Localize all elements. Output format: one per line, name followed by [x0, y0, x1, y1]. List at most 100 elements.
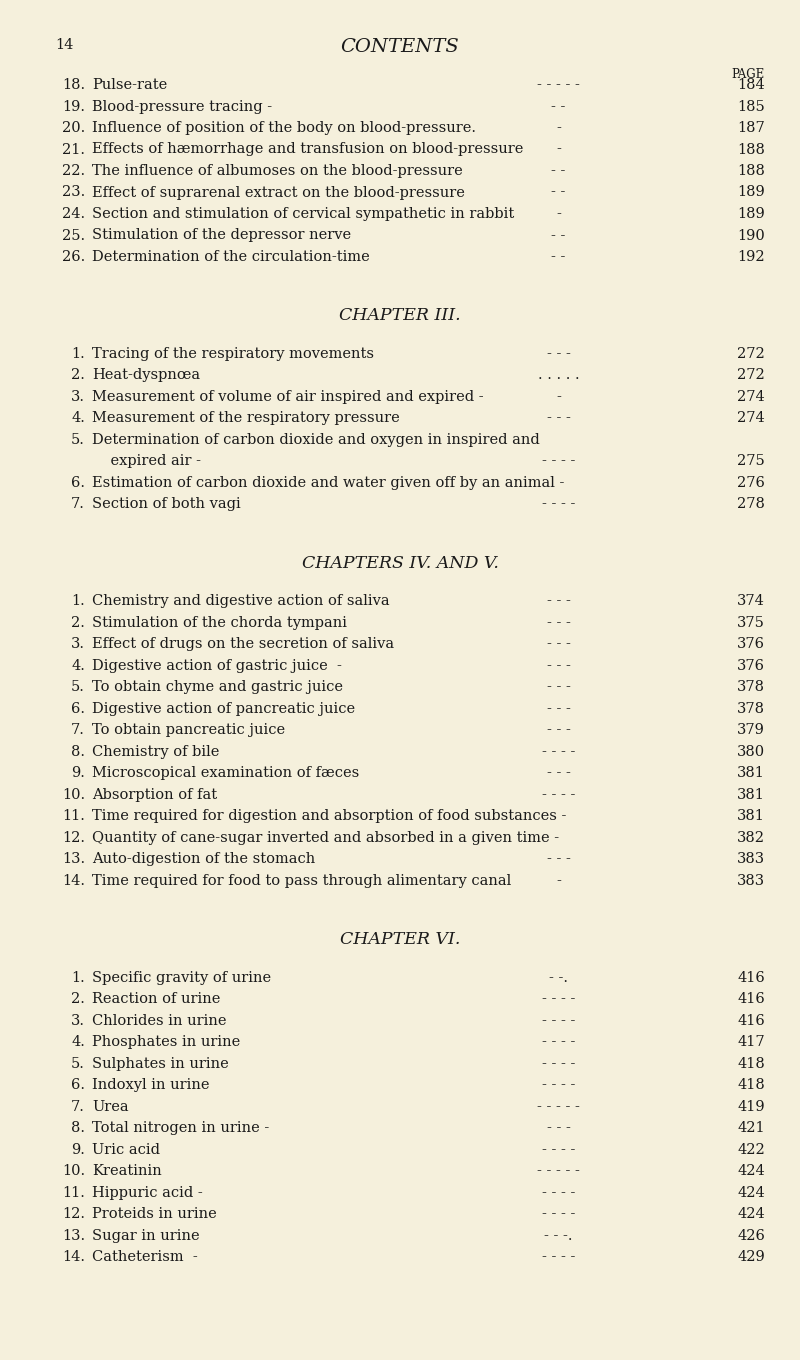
Text: 6.: 6. — [71, 702, 85, 715]
Text: Uric acid: Uric acid — [92, 1142, 160, 1157]
Text: Section of both vagi: Section of both vagi — [92, 498, 241, 511]
Text: Urea: Urea — [92, 1100, 129, 1114]
Text: - - -: - - - — [546, 1122, 570, 1136]
Text: -: - — [556, 121, 561, 135]
Text: - -: - - — [551, 250, 566, 264]
Text: - - - -: - - - - — [542, 1035, 575, 1050]
Text: Sugar in urine: Sugar in urine — [92, 1229, 200, 1243]
Text: 374: 374 — [737, 594, 765, 608]
Text: Digestive action of gastric juice  -: Digestive action of gastric juice - — [92, 660, 342, 673]
Text: - - - -: - - - - — [542, 1142, 575, 1157]
Text: - - - - -: - - - - - — [537, 1100, 580, 1114]
Text: Absorption of fat: Absorption of fat — [92, 787, 217, 802]
Text: 382: 382 — [737, 831, 765, 845]
Text: 375: 375 — [737, 616, 765, 630]
Text: - - - -: - - - - — [542, 1057, 575, 1070]
Text: 383: 383 — [737, 853, 765, 866]
Text: 8.: 8. — [71, 745, 85, 759]
Text: - -: - - — [551, 228, 566, 242]
Text: - - -: - - - — [546, 724, 570, 737]
Text: 190: 190 — [738, 228, 765, 242]
Text: 9.: 9. — [71, 1142, 85, 1157]
Text: -: - — [556, 390, 561, 404]
Text: 5.: 5. — [71, 680, 85, 695]
Text: Indoxyl in urine: Indoxyl in urine — [92, 1078, 210, 1092]
Text: 5.: 5. — [71, 432, 85, 447]
Text: 381: 381 — [737, 787, 765, 802]
Text: Effect of drugs on the secretion of saliva: Effect of drugs on the secretion of sali… — [92, 638, 394, 651]
Text: 188: 188 — [737, 143, 765, 156]
Text: 418: 418 — [738, 1057, 765, 1070]
Text: 185: 185 — [738, 99, 765, 113]
Text: 12.: 12. — [62, 831, 85, 845]
Text: Auto-digestion of the stomach: Auto-digestion of the stomach — [92, 853, 315, 866]
Text: 2.: 2. — [71, 616, 85, 630]
Text: 26.: 26. — [62, 250, 85, 264]
Text: 379: 379 — [737, 724, 765, 737]
Text: - - - -: - - - - — [542, 1208, 575, 1221]
Text: - - -: - - - — [546, 853, 570, 866]
Text: Time required for food to pass through alimentary canal: Time required for food to pass through a… — [92, 874, 511, 888]
Text: 419: 419 — [738, 1100, 765, 1114]
Text: - - -: - - - — [546, 594, 570, 608]
Text: 3.: 3. — [71, 390, 85, 404]
Text: - - -: - - - — [546, 412, 570, 426]
Text: - - - -: - - - - — [542, 745, 575, 759]
Text: - - -: - - - — [546, 616, 570, 630]
Text: 187: 187 — [738, 121, 765, 135]
Text: Digestive action of pancreatic juice: Digestive action of pancreatic juice — [92, 702, 355, 715]
Text: 381: 381 — [737, 809, 765, 824]
Text: Time required for digestion and absorption of food substances -: Time required for digestion and absorpti… — [92, 809, 566, 824]
Text: 376: 376 — [737, 638, 765, 651]
Text: 11.: 11. — [62, 1186, 85, 1200]
Text: expired air -: expired air - — [92, 454, 201, 468]
Text: - - -: - - - — [546, 660, 570, 673]
Text: CHAPTERS IV. AND V.: CHAPTERS IV. AND V. — [302, 555, 498, 573]
Text: - - -: - - - — [546, 680, 570, 695]
Text: 21.: 21. — [62, 143, 85, 156]
Text: 376: 376 — [737, 660, 765, 673]
Text: 416: 416 — [738, 971, 765, 985]
Text: To obtain chyme and gastric juice: To obtain chyme and gastric juice — [92, 680, 343, 695]
Text: Determination of carbon dioxide and oxygen in inspired and: Determination of carbon dioxide and oxyg… — [92, 432, 540, 447]
Text: Chemistry and digestive action of saliva: Chemistry and digestive action of saliva — [92, 594, 390, 608]
Text: - -: - - — [551, 165, 566, 178]
Text: 418: 418 — [738, 1078, 765, 1092]
Text: 380: 380 — [737, 745, 765, 759]
Text: - - -.: - - -. — [544, 1229, 573, 1243]
Text: - -: - - — [551, 185, 566, 200]
Text: 23.: 23. — [62, 185, 85, 200]
Text: Pulse-rate: Pulse-rate — [92, 78, 167, 92]
Text: 381: 381 — [737, 767, 765, 781]
Text: 1.: 1. — [71, 594, 85, 608]
Text: Heat-dyspnœa: Heat-dyspnœa — [92, 369, 200, 382]
Text: 278: 278 — [737, 498, 765, 511]
Text: - - -: - - - — [546, 767, 570, 781]
Text: - - - -: - - - - — [542, 454, 575, 468]
Text: Effects of hæmorrhage and transfusion on blood-pressure: Effects of hæmorrhage and transfusion on… — [92, 143, 523, 156]
Text: Specific gravity of urine: Specific gravity of urine — [92, 971, 271, 985]
Text: 416: 416 — [738, 1015, 765, 1028]
Text: 14: 14 — [55, 38, 74, 52]
Text: 4.: 4. — [71, 412, 85, 426]
Text: 13.: 13. — [62, 853, 85, 866]
Text: CHAPTER VI.: CHAPTER VI. — [340, 932, 460, 948]
Text: - - -: - - - — [546, 702, 570, 715]
Text: 276: 276 — [737, 476, 765, 490]
Text: 8.: 8. — [71, 1122, 85, 1136]
Text: - - - -: - - - - — [542, 1186, 575, 1200]
Text: 20.: 20. — [62, 121, 85, 135]
Text: Effect of suprarenal extract on the blood-pressure: Effect of suprarenal extract on the bloo… — [92, 185, 465, 200]
Text: - -: - - — [551, 99, 566, 113]
Text: 9.: 9. — [71, 767, 85, 781]
Text: -: - — [556, 874, 561, 888]
Text: 272: 272 — [738, 369, 765, 382]
Text: Stimulation of the depressor nerve: Stimulation of the depressor nerve — [92, 228, 351, 242]
Text: 22.: 22. — [62, 165, 85, 178]
Text: The influence of albumoses on the blood-pressure: The influence of albumoses on the blood-… — [92, 165, 462, 178]
Text: 378: 378 — [737, 680, 765, 695]
Text: To obtain pancreatic juice: To obtain pancreatic juice — [92, 724, 285, 737]
Text: 11.: 11. — [62, 809, 85, 824]
Text: 274: 274 — [738, 390, 765, 404]
Text: Hippuric acid -: Hippuric acid - — [92, 1186, 202, 1200]
